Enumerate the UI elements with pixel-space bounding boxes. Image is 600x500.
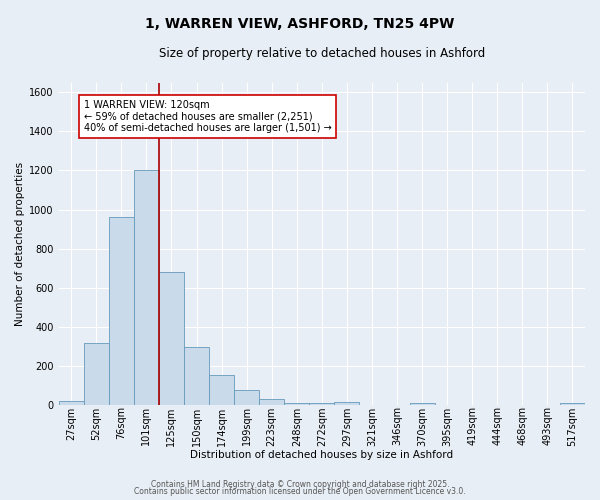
Bar — [184, 348, 209, 405]
X-axis label: Distribution of detached houses by size in Ashford: Distribution of detached houses by size … — [190, 450, 454, 460]
Bar — [159, 272, 184, 405]
Bar — [309, 403, 334, 405]
Bar — [234, 390, 259, 405]
Bar — [59, 401, 84, 405]
Bar — [84, 344, 109, 405]
Y-axis label: Number of detached properties: Number of detached properties — [15, 162, 25, 326]
Text: Contains public sector information licensed under the Open Government Licence v3: Contains public sector information licen… — [134, 487, 466, 496]
Title: Size of property relative to detached houses in Ashford: Size of property relative to detached ho… — [159, 48, 485, 60]
Bar — [334, 402, 359, 405]
Bar — [209, 374, 234, 405]
Bar — [109, 218, 134, 405]
Bar — [134, 170, 159, 405]
Bar — [410, 403, 434, 405]
Bar — [284, 403, 309, 405]
Text: 1, WARREN VIEW, ASHFORD, TN25 4PW: 1, WARREN VIEW, ASHFORD, TN25 4PW — [145, 18, 455, 32]
Text: Contains HM Land Registry data © Crown copyright and database right 2025.: Contains HM Land Registry data © Crown c… — [151, 480, 449, 489]
Bar — [259, 399, 284, 405]
Bar — [560, 403, 585, 405]
Text: 1 WARREN VIEW: 120sqm
← 59% of detached houses are smaller (2,251)
40% of semi-d: 1 WARREN VIEW: 120sqm ← 59% of detached … — [84, 100, 331, 134]
